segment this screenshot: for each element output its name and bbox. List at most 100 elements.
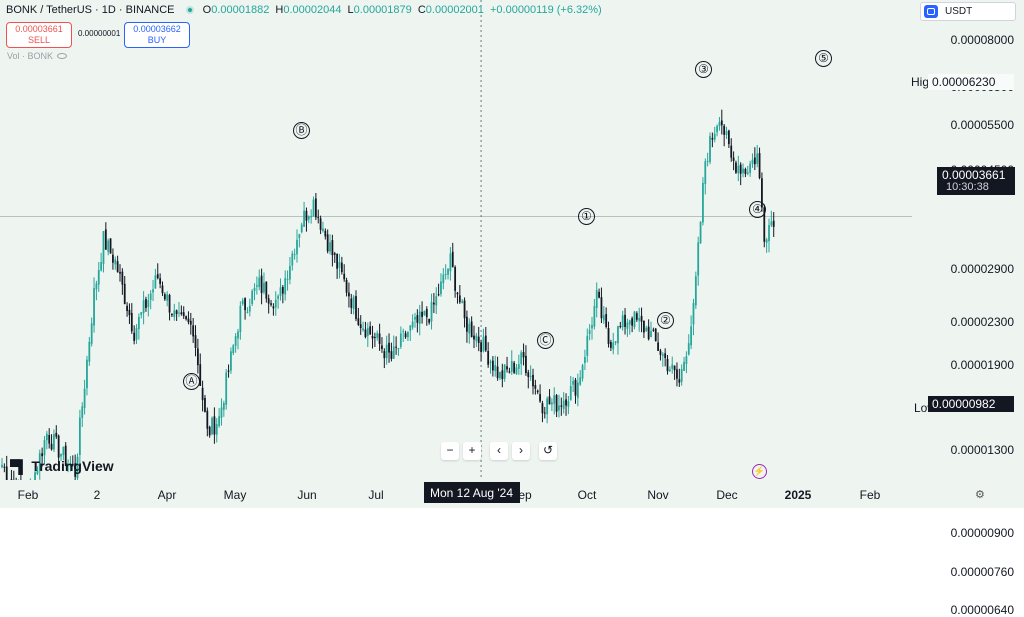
candle-body <box>178 312 180 314</box>
candle-body <box>67 464 69 466</box>
candle-body <box>331 240 334 256</box>
candle-body <box>624 314 626 327</box>
candle-body <box>449 253 452 272</box>
candle-body <box>166 294 169 301</box>
candle-body <box>362 328 364 331</box>
candle-body <box>348 292 350 297</box>
candle-body <box>706 160 709 162</box>
candle-body <box>654 328 657 342</box>
candle-body <box>107 240 110 252</box>
candle-body <box>83 388 86 408</box>
candle-body <box>211 417 213 435</box>
candle-body <box>74 463 77 477</box>
candle-body <box>300 224 303 233</box>
candle-body <box>248 305 251 312</box>
candle-body <box>114 259 117 265</box>
last-price-tag: 0.00003661 10:30:38 <box>937 167 1015 195</box>
candle-body <box>343 273 346 280</box>
candle-body <box>607 328 610 344</box>
eye-icon[interactable] <box>57 53 68 59</box>
candle-body <box>399 333 402 347</box>
reset-chart-button[interactable]: ↺ <box>539 442 557 460</box>
time-tick: Oct <box>577 488 597 502</box>
zoom-in-button[interactable]: + <box>463 442 481 460</box>
candle-body <box>463 300 466 319</box>
candle-body <box>196 348 199 366</box>
candle-body <box>5 466 8 480</box>
candle-body <box>421 311 423 317</box>
candle-body <box>215 424 218 435</box>
candle-body <box>383 351 386 359</box>
candle-body <box>277 295 280 299</box>
candle-body <box>312 199 315 217</box>
candle-body <box>709 136 711 163</box>
candle-body <box>742 168 744 174</box>
candle-body <box>175 310 178 315</box>
candle-body <box>458 295 461 303</box>
candle-body <box>680 369 683 382</box>
candle-body <box>171 313 173 316</box>
candle-body <box>251 290 254 304</box>
candle-body <box>319 218 322 230</box>
currency-select[interactable]: USDT <box>920 2 1016 21</box>
candle-body <box>633 311 636 328</box>
scroll-right-button[interactable]: › <box>512 442 530 460</box>
candle-body <box>95 283 98 290</box>
candle-body <box>371 336 374 339</box>
candle-body <box>746 172 749 174</box>
candle-body <box>369 326 372 335</box>
gear-icon[interactable]: ⚙ <box>975 489 985 501</box>
candle-body <box>576 382 579 398</box>
candle-body <box>690 326 693 346</box>
candle-body <box>329 242 331 252</box>
sell-button[interactable]: 0.00003661 SELL <box>6 22 72 48</box>
candle-body <box>569 386 572 400</box>
candle-body <box>112 254 114 263</box>
candle-body <box>664 353 667 358</box>
candle-body <box>484 335 487 351</box>
candle-body <box>647 326 650 340</box>
scroll-left-button[interactable]: ‹ <box>490 442 508 460</box>
candle-body <box>494 364 497 371</box>
buy-button[interactable]: 0.00003662 BUY <box>124 22 190 48</box>
time-tick: May <box>223 488 247 502</box>
candle-body <box>473 335 475 340</box>
candle-body <box>716 125 718 133</box>
candle-body <box>218 416 221 426</box>
candle-body <box>501 370 504 380</box>
candle-body <box>628 320 631 325</box>
candle-body <box>631 318 634 326</box>
candle-body <box>605 314 608 327</box>
symbol-title[interactable]: BONK / TetherUS · 1D · BINANCE <box>6 4 175 16</box>
candle-body <box>737 165 740 174</box>
candle-body <box>416 315 419 323</box>
candle-body <box>88 341 91 362</box>
candle-body <box>661 354 664 356</box>
candle-body <box>591 325 593 329</box>
candle-body <box>536 390 539 393</box>
candle-body <box>440 281 442 295</box>
candle-body <box>621 315 624 328</box>
volume-legend[interactable]: Vol · BONK <box>7 51 68 61</box>
candle-body <box>640 315 643 322</box>
candle-body <box>41 453 44 457</box>
wave-label-2: ② <box>657 312 674 329</box>
candle-body <box>765 239 768 243</box>
candle-body <box>137 316 140 330</box>
price-tick: 0.00000640 <box>950 603 1014 617</box>
tradingview-logo[interactable]: ▀▌ TradingView <box>10 458 114 474</box>
candle-body <box>437 294 440 296</box>
chart-plot-area[interactable] <box>0 0 912 480</box>
flash-icon[interactable]: ⚡ <box>752 464 767 479</box>
candle-body <box>595 290 598 308</box>
price-tick: 0.00002300 <box>950 314 1014 329</box>
candle-body <box>222 402 225 410</box>
candle-body <box>142 300 145 313</box>
zoom-out-button[interactable]: − <box>441 442 459 460</box>
candle-body <box>130 312 133 332</box>
candle-body <box>338 262 341 268</box>
candle-body <box>499 371 501 379</box>
candle-body <box>381 345 383 349</box>
candle-body <box>739 164 742 174</box>
